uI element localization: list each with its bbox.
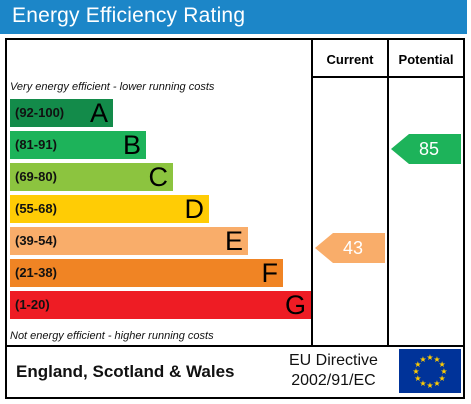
directive-line-2: 2002/91/EC [291, 372, 376, 389]
header-rule [313, 76, 463, 78]
directive-line-1: EU Directive [289, 352, 378, 369]
band-b: (81-91) B [10, 130, 146, 160]
band-range: (39-54) [15, 233, 57, 248]
eu-flag-icon: ★ ★ ★ ★ ★ ★ ★ ★ ★ ★ ★ ★ [399, 349, 461, 393]
band-g: (1-20) G [10, 290, 311, 320]
band-range: (92-100) [15, 105, 65, 120]
band-c: (69-80) C [10, 162, 173, 192]
band-d: (55-68) D [10, 194, 209, 224]
band-range: (81-91) [15, 137, 57, 152]
eu-star-icon: ★ [419, 379, 426, 388]
band-range: (21-38) [15, 265, 57, 280]
band-range: (1-20) [15, 297, 50, 312]
band-f: (21-38) F [10, 258, 283, 288]
column-divider [311, 40, 313, 347]
country-label: England, Scotland & Wales [16, 362, 235, 381]
eu-star-icon: ★ [426, 353, 433, 362]
eu-star-icon: ★ [433, 379, 440, 388]
band-a: (92-100) A [10, 98, 113, 128]
band-range: (55-68) [15, 201, 57, 216]
current-column-header: Current [326, 52, 374, 67]
eu-star-icon: ★ [414, 374, 421, 383]
potential-column-header: Potential [398, 52, 454, 67]
eu-star-icon: ★ [419, 355, 426, 364]
band-letter: G [284, 290, 306, 320]
band-letter: D [184, 194, 205, 224]
band-e: (39-54) E [10, 226, 248, 256]
band-range: (69-80) [15, 169, 57, 184]
eu-star-icon: ★ [414, 360, 421, 369]
band-letter: C [148, 162, 169, 192]
potential-rating-value: 85 [419, 139, 440, 159]
efficient-note: Very energy efficient - lower running co… [10, 81, 215, 93]
rating-chart: Current Potential Very energy efficient … [5, 38, 465, 349]
potential-rating-arrow: 85 [391, 134, 461, 164]
band-letter: A [89, 98, 108, 128]
eu-star-icon: ★ [412, 367, 419, 376]
footer: England, Scotland & Wales EU Directive 2… [5, 345, 465, 399]
eu-star-icon: ★ [440, 367, 447, 376]
title-bar: Energy Efficiency Rating [0, 0, 467, 34]
eu-star-icon: ★ [426, 381, 433, 390]
eu-star-icon: ★ [439, 374, 446, 383]
current-rating-value: 43 [343, 238, 364, 258]
band-letter: E [224, 226, 243, 256]
eu-star-icon: ★ [439, 360, 446, 369]
page-title: Energy Efficiency Rating [12, 4, 246, 27]
current-rating-arrow: 43 [315, 233, 385, 263]
band-letter: F [261, 258, 279, 288]
eu-star-icon: ★ [433, 355, 440, 364]
inefficient-note: Not energy efficient - higher running co… [10, 330, 214, 342]
column-divider [387, 40, 389, 347]
eu-directive: EU Directive 2002/91/EC [289, 351, 378, 391]
band-letter: B [122, 130, 141, 160]
